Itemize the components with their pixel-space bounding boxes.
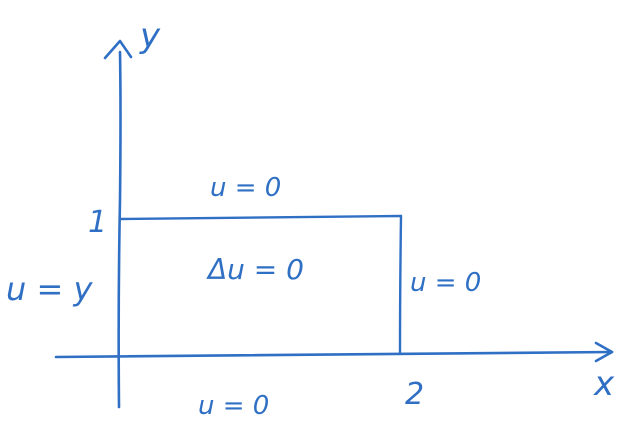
rect-top-edge	[118, 214, 403, 221]
bc-top-label: u = 0	[210, 173, 281, 203]
y-axis	[103, 39, 133, 409]
y-axis-line	[117, 50, 122, 409]
y-tick-label: 1	[88, 205, 107, 240]
bc-right-label: u = 0	[410, 268, 481, 298]
bc-left-label: u = y	[6, 270, 93, 308]
x-axis-label: x	[593, 364, 615, 404]
x-axis	[54, 341, 614, 363]
y-axis-arrowhead	[103, 39, 133, 60]
domain-rectangle	[118, 214, 403, 356]
x-tick-label: 2	[405, 377, 424, 412]
bc-bottom-label: u = 0	[198, 391, 269, 421]
y-axis-label: y	[139, 16, 161, 56]
x-axis-line	[54, 350, 614, 359]
x-axis-arrowhead	[594, 341, 614, 363]
rect-right-edge	[398, 214, 403, 356]
laplace-equation-label: Δu = 0	[206, 253, 304, 286]
